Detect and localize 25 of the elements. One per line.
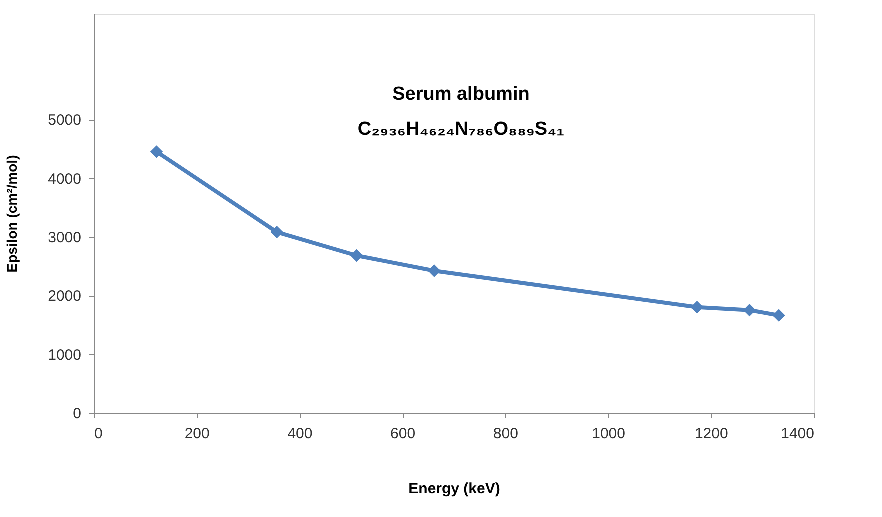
x-tick-label: 600: [390, 426, 416, 442]
point: [150, 146, 164, 158]
y-tick-label: 3000: [48, 229, 82, 246]
x-tick-label: 1200: [694, 426, 728, 442]
y-tick-label: 1000: [48, 346, 82, 364]
x-tick-label: 1400: [781, 426, 814, 442]
y-tick-label: 5000: [48, 112, 82, 130]
x-tick-label: 0: [94, 426, 103, 442]
annotation: C₂₉₃₆H₄₆₂₄N₇₈₆O₈₈₉S₄₁: [358, 119, 565, 140]
point: [270, 226, 284, 239]
point: [428, 264, 441, 278]
y-tick-label: 0: [73, 406, 82, 422]
annotation: Serum albumin: [392, 84, 530, 105]
point: [350, 249, 364, 262]
x-tick-label: 400: [288, 426, 313, 442]
y-tick-label: 2000: [48, 288, 82, 306]
y-tick-label: 4000: [48, 170, 82, 188]
point: [690, 301, 704, 314]
x-tick-label: 800: [493, 426, 518, 442]
point: [743, 304, 756, 317]
point: [772, 309, 786, 322]
y-axis-title: Epsilon (cm²/mol): [4, 155, 20, 273]
x-axis-title: Energy (keV): [408, 480, 500, 498]
x-tick-label: 200: [184, 426, 210, 442]
x-tick-label: 1000: [592, 426, 626, 442]
